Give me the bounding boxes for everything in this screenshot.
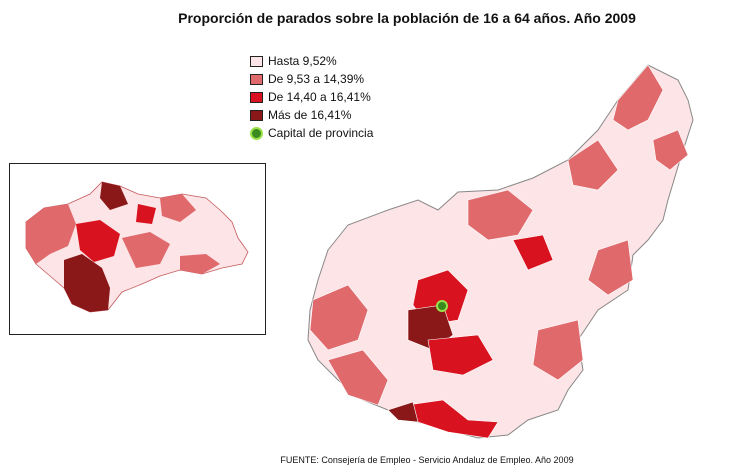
zone-southwest-medium	[327, 349, 389, 406]
zone-east-medium	[587, 239, 634, 296]
legend-label-4: Más de 16,41%	[268, 108, 352, 122]
legend-label-3: De 14,40 a 16,41%	[268, 90, 371, 104]
inset-map-svg	[25, 181, 249, 313]
inset-zone-north	[100, 182, 128, 210]
legend-label-1: Hasta 9,52%	[268, 54, 337, 68]
inset-zone-south	[64, 254, 110, 312]
inset-zone-east	[122, 232, 170, 268]
legend-label-2: De 9,53 a 14,39%	[268, 72, 365, 86]
inset-zone-granada	[136, 204, 156, 224]
legend-swatch-2	[250, 73, 263, 85]
zone-southeast-medium	[532, 319, 584, 381]
zone-coast-very-high	[387, 401, 419, 423]
inset-zone-west	[26, 204, 76, 264]
zone-center-north-medium	[467, 189, 534, 241]
inset-zone-northeast	[160, 194, 196, 222]
main-map-svg	[307, 64, 694, 439]
map-title: Proporción de parados sobre la población…	[178, 10, 636, 26]
inset-zone-southeast	[180, 254, 220, 274]
legend-item-capital: Capital de provincia	[250, 124, 373, 142]
zone-west-medium	[309, 284, 369, 351]
zone-coast-high	[407, 399, 499, 439]
legend-item-2: De 9,53 a 14,39%	[250, 70, 373, 88]
inset-map-andalucia	[9, 163, 266, 335]
legend-swatch-4	[250, 109, 263, 121]
source-note: FUENTE: Consejería de Empleo - Servicio …	[280, 455, 574, 465]
legend-item-1: Hasta 9,52%	[250, 52, 373, 70]
inset-zone-center	[76, 220, 120, 262]
legend-swatch-3	[250, 91, 263, 103]
legend-swatch-1	[250, 55, 263, 67]
legend-item-4: Más de 16,41%	[250, 106, 373, 124]
zone-northcenter-high	[512, 234, 554, 271]
zone-north-medium	[567, 139, 619, 191]
legend-label-capital: Capital de provincia	[268, 126, 374, 140]
capital-marker-icon	[436, 300, 448, 312]
capital-marker-icon	[250, 126, 263, 140]
legend-item-3: De 14,40 a 16,41%	[250, 88, 373, 106]
main-map-granada	[268, 60, 748, 455]
zone-northeast-medium-2	[652, 129, 689, 171]
legend: Hasta 9,52% De 9,53 a 14,39% De 14,40 a …	[250, 52, 373, 142]
zone-northeast-medium	[612, 64, 664, 131]
zone-south-high	[427, 334, 494, 376]
